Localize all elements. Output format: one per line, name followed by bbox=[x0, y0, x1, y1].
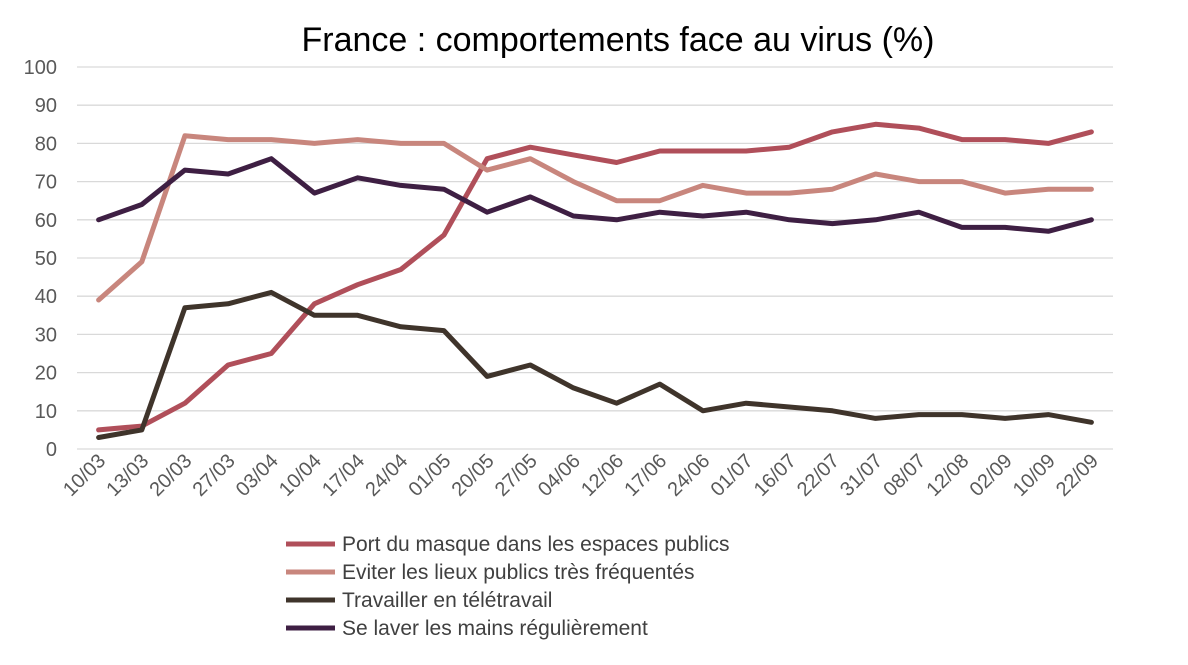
x-tick-label: 27/03 bbox=[189, 450, 240, 501]
x-tick-label: 10/03 bbox=[59, 450, 110, 501]
y-tick-label: 70 bbox=[35, 172, 57, 194]
y-tick-label: 20 bbox=[35, 363, 57, 385]
chart-title: France : comportements face au virus (%) bbox=[301, 21, 934, 59]
x-tick-label: 12/06 bbox=[577, 450, 628, 501]
x-tick-label: 17/06 bbox=[620, 450, 671, 501]
x-tick-label: 17/04 bbox=[318, 450, 369, 501]
x-tick-label: 10/04 bbox=[275, 450, 326, 501]
x-tick-label: 16/07 bbox=[750, 450, 801, 501]
series-lines bbox=[96, 121, 1094, 440]
legend-label: Eviter les lieux publics très fréquentés bbox=[342, 561, 695, 584]
y-tick-label: 50 bbox=[35, 248, 57, 270]
x-tick-label: 10/09 bbox=[1009, 450, 1060, 501]
legend-label: Travailler en télétravail bbox=[342, 589, 552, 612]
x-tick-label: 03/04 bbox=[232, 450, 283, 501]
x-tick-label: 02/09 bbox=[966, 450, 1017, 501]
x-tick-label: 04/06 bbox=[534, 450, 585, 501]
x-axis-tick-labels: 10/0313/0320/0327/0303/0410/0417/0424/04… bbox=[59, 450, 1103, 501]
x-tick-label: 20/03 bbox=[145, 450, 196, 501]
series-line-1 bbox=[96, 121, 1094, 433]
x-tick-label: 27/05 bbox=[491, 450, 542, 501]
y-axis-tick-labels: 0 10 20 30 40 50 60 70 80 90 100 bbox=[24, 57, 57, 461]
x-tick-label: 20/05 bbox=[448, 450, 499, 501]
y-tick-label: 40 bbox=[35, 286, 57, 308]
y-tick-label: 60 bbox=[35, 210, 57, 232]
x-tick-label: 31/07 bbox=[836, 450, 887, 501]
legend-label: Se laver les mains régulièrement bbox=[342, 617, 648, 640]
series-line-2 bbox=[96, 133, 1094, 303]
series-line-3 bbox=[96, 289, 1094, 440]
x-tick-label: 01/05 bbox=[404, 450, 455, 501]
y-tick-label: 0 bbox=[46, 439, 57, 461]
x-tick-label: 24/04 bbox=[361, 450, 412, 501]
x-tick-label: 22/09 bbox=[1052, 450, 1103, 501]
y-tick-label: 30 bbox=[35, 324, 57, 346]
x-tick-label: 24/06 bbox=[663, 450, 714, 501]
y-tick-label: 90 bbox=[35, 95, 57, 117]
y-tick-label: 10 bbox=[35, 401, 57, 423]
y-tick-label: 100 bbox=[24, 57, 57, 79]
x-tick-label: 01/07 bbox=[707, 450, 758, 501]
series-line-4 bbox=[96, 156, 1094, 234]
x-tick-label: 08/07 bbox=[879, 450, 930, 501]
x-tick-label: 22/07 bbox=[793, 450, 844, 501]
x-tick-label: 12/08 bbox=[922, 450, 973, 501]
legend-label: Port du masque dans les espaces publics bbox=[342, 533, 730, 556]
x-tick-label: 13/03 bbox=[102, 450, 153, 501]
gridlines bbox=[77, 66, 1113, 450]
y-tick-label: 80 bbox=[35, 133, 57, 155]
legend: Port du masque dans les espaces publics E… bbox=[286, 533, 730, 640]
